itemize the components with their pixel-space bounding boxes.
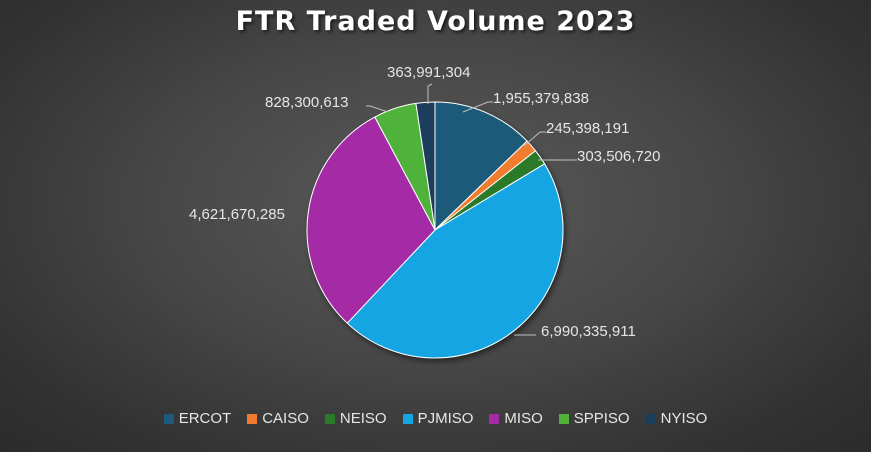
legend-item-sppiso: SPPISO [558, 410, 630, 427]
legend-item-ercot: ERCOT [163, 410, 232, 427]
leader-line-ercot [462, 101, 493, 113]
legend-swatch [645, 413, 656, 424]
legend-label: SPPISO [573, 410, 630, 427]
legend-label: CAISO [262, 410, 309, 427]
data-label-miso: 4,621,670,285 [189, 206, 285, 223]
legend-swatch [324, 413, 335, 424]
data-label-caiso: 245,398,191 [546, 120, 629, 137]
leader-line-nyiso [427, 83, 433, 104]
legend: ERCOT CAISO NEISO PJMISO MISO SPPISO NYISO [0, 410, 871, 427]
legend-label: NYISO [660, 410, 708, 427]
legend-label: PJMISO [417, 410, 474, 427]
data-label-ercot: 1,955,379,838 [493, 90, 589, 107]
data-label-sppiso: 828,300,613 [265, 94, 348, 111]
pie-slice-miso [306, 116, 436, 324]
legend-item-pjmiso: PJMISO [402, 410, 474, 427]
legend-item-neiso: NEISO [324, 410, 387, 427]
data-label-pjmiso: 6,990,335,911 [541, 323, 636, 340]
chart-title: FTR Traded Volume 2023 [235, 6, 636, 37]
legend-swatch [489, 413, 500, 424]
leader-line-caiso [523, 131, 546, 147]
legend-item-miso: MISO [489, 410, 543, 427]
legend-label: ERCOT [178, 410, 232, 427]
legend-item-caiso: CAISO [247, 410, 309, 427]
legend-item-nyiso: NYISO [645, 410, 708, 427]
data-label-nyiso: 363,991,304 [387, 64, 470, 81]
pie-slice-nyiso [415, 101, 436, 231]
leader-line-sppiso [366, 105, 389, 113]
legend-label: MISO [504, 410, 543, 427]
legend-swatch [402, 413, 413, 424]
legend-swatch [558, 413, 569, 424]
pie-slice-ercot [434, 101, 528, 232]
pie-slice-pjmiso [346, 163, 564, 359]
legend-label: NEISO [339, 410, 387, 427]
legend-swatch [247, 413, 258, 424]
legend-swatch [163, 413, 174, 424]
data-label-neiso: 303,506,720 [577, 148, 660, 165]
